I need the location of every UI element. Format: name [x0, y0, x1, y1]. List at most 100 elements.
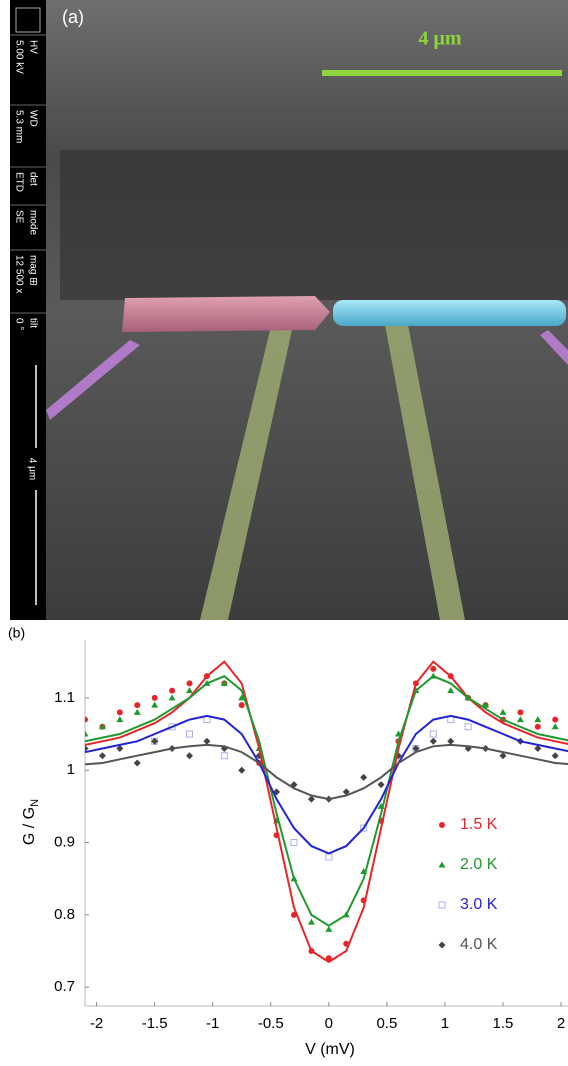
- point: [169, 687, 176, 694]
- point: [551, 723, 559, 730]
- info-name: mode: [27, 210, 38, 235]
- scale-bar: [322, 70, 562, 76]
- point: [429, 730, 437, 738]
- point: [447, 737, 455, 745]
- point: [290, 839, 298, 847]
- point: [499, 708, 507, 715]
- point: [551, 752, 559, 760]
- lead-left: [46, 340, 140, 420]
- point: [133, 759, 141, 767]
- point: [238, 766, 246, 774]
- point: [499, 752, 507, 760]
- point: [85, 744, 89, 752]
- point: [464, 723, 472, 731]
- point: [220, 679, 228, 686]
- point: [85, 730, 89, 737]
- info-value: 12 500 x: [13, 255, 24, 293]
- point: [151, 694, 158, 701]
- fit-line: [85, 743, 568, 801]
- scale-bar-label: 4 μm: [419, 28, 462, 50]
- info-name: HV: [27, 40, 38, 54]
- x-tick-label: -1: [206, 1015, 219, 1032]
- lead-1: [200, 330, 292, 620]
- point: [534, 723, 541, 730]
- point: [482, 701, 490, 708]
- point: [85, 716, 88, 723]
- point: [185, 752, 193, 760]
- point: [447, 716, 455, 724]
- info-scale-label: 4 μm: [26, 458, 37, 480]
- y-label-text: G / G: [21, 807, 38, 845]
- point: [151, 737, 159, 745]
- y-tick-label: 0.7: [54, 978, 75, 995]
- legend-marker: [439, 822, 445, 828]
- nanowire-right: [333, 300, 566, 326]
- point: [430, 665, 437, 672]
- x-tick-label: 0.5: [376, 1015, 397, 1032]
- lead-2: [385, 325, 465, 620]
- info-value: 5.3 mm: [13, 110, 24, 143]
- legend-marker: [438, 941, 446, 949]
- point: [238, 694, 246, 701]
- point: [168, 723, 176, 731]
- point: [98, 723, 106, 730]
- point: [116, 744, 124, 752]
- plot-area: [85, 660, 568, 964]
- point: [447, 687, 455, 694]
- info-value: 5.00 kV: [13, 40, 24, 74]
- point: [220, 752, 228, 760]
- point: [516, 716, 524, 723]
- legend-label: 4.0 K: [460, 936, 498, 953]
- point: [325, 925, 333, 932]
- legend-label: 3.0 K: [460, 896, 498, 913]
- point: [360, 773, 368, 781]
- info-bar: [10, 0, 46, 620]
- point: [412, 744, 420, 752]
- x-tick-label: 0: [325, 1015, 333, 1032]
- point: [203, 716, 211, 724]
- point: [185, 687, 193, 694]
- legend-marker: [438, 861, 446, 868]
- point: [168, 694, 176, 701]
- legend-label: 2.0 K: [460, 856, 498, 873]
- point: [203, 737, 211, 745]
- x-tick-label: -1.5: [142, 1015, 168, 1032]
- logo: [15, 7, 41, 33]
- y-tick-label: 1.1: [54, 689, 75, 706]
- nanowire-left: [122, 296, 330, 332]
- point: [517, 709, 524, 716]
- point: [307, 795, 315, 803]
- point: [552, 716, 559, 723]
- point: [238, 702, 245, 709]
- point: [185, 730, 193, 738]
- point: [134, 702, 141, 709]
- point: [116, 716, 124, 723]
- info-name: det: [27, 172, 38, 186]
- point: [342, 788, 350, 796]
- info-name: WD: [27, 110, 38, 127]
- point: [307, 918, 315, 925]
- info-name: tilt: [27, 318, 38, 328]
- info-name: mag ⊞: [27, 255, 38, 286]
- info-value: SE: [13, 210, 24, 224]
- point: [325, 853, 333, 861]
- point: [429, 737, 437, 745]
- x-axis-label: V (mV): [305, 1041, 355, 1058]
- legend-marker: [438, 901, 446, 909]
- y-axis-label: G / GN: [21, 799, 41, 845]
- x-tick-label: 1: [441, 1015, 449, 1032]
- info-value: ETD: [13, 172, 24, 192]
- point: [186, 680, 193, 687]
- fit-line: [85, 675, 568, 927]
- panel-label: (a): [62, 7, 84, 27]
- x-tick-label: -2: [90, 1015, 103, 1032]
- x-tick-label: 1.5: [493, 1015, 514, 1032]
- panel-label: (b): [8, 625, 25, 641]
- x-tick-label: -0.5: [258, 1015, 284, 1032]
- point: [360, 824, 368, 832]
- point: [325, 955, 332, 962]
- y-tick-label: 1: [67, 761, 75, 778]
- point: [534, 744, 542, 752]
- fit-line: [85, 714, 568, 855]
